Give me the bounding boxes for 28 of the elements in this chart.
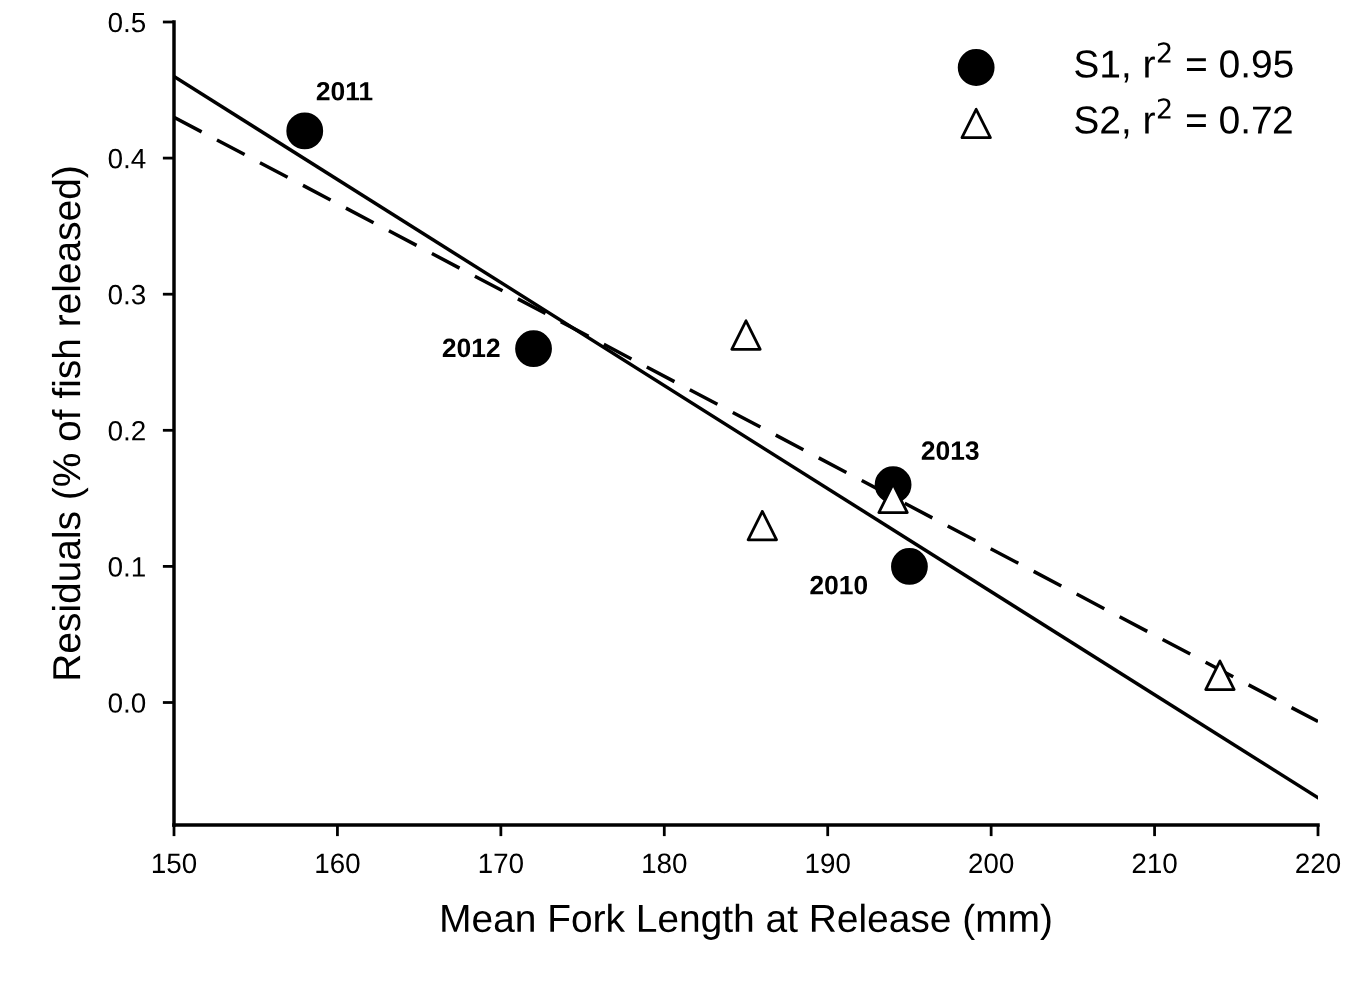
- point: [891, 548, 928, 585]
- legend-label: S2, r$^{2}$ = 0.72: [1075, 98, 1292, 139]
- legend-label: S1, r$^{2}$ = 0.95: [1075, 42, 1293, 83]
- y-tick-label: 0.1: [108, 557, 145, 577]
- x-tick-label: 190: [806, 853, 850, 874]
- x-tick-label: 210: [1132, 853, 1177, 874]
- annotation: 2011: [316, 81, 373, 101]
- x-tick-label: 220: [1296, 853, 1341, 874]
- point: [286, 112, 324, 150]
- point: [1204, 659, 1236, 691]
- y-tick-label: 0.0: [108, 693, 146, 713]
- x-axis-title: Mean Fork Length at Release (mm): [442, 903, 1051, 940]
- x-tick-label: 160: [316, 853, 360, 874]
- point: [746, 509, 778, 542]
- point: [515, 330, 552, 368]
- y-tick-label: 0.2: [108, 420, 145, 441]
- point: [730, 319, 762, 351]
- y-axis-title: Residuals (% of fish released): [51, 167, 89, 679]
- y-tick-label: 0.5: [108, 12, 146, 33]
- y-tick-label: 0.4: [108, 148, 146, 169]
- annotation: 2010: [810, 575, 868, 595]
- x-tick-label: 150: [152, 853, 197, 874]
- x-tick-label: 180: [643, 853, 687, 874]
- y-tick-label: 0.3: [108, 284, 145, 305]
- annotation: 2012: [442, 338, 500, 358]
- x-tick-label: 200: [969, 853, 1014, 874]
- annotation: 2013: [921, 441, 979, 461]
- x-tick-label: 170: [479, 853, 523, 874]
